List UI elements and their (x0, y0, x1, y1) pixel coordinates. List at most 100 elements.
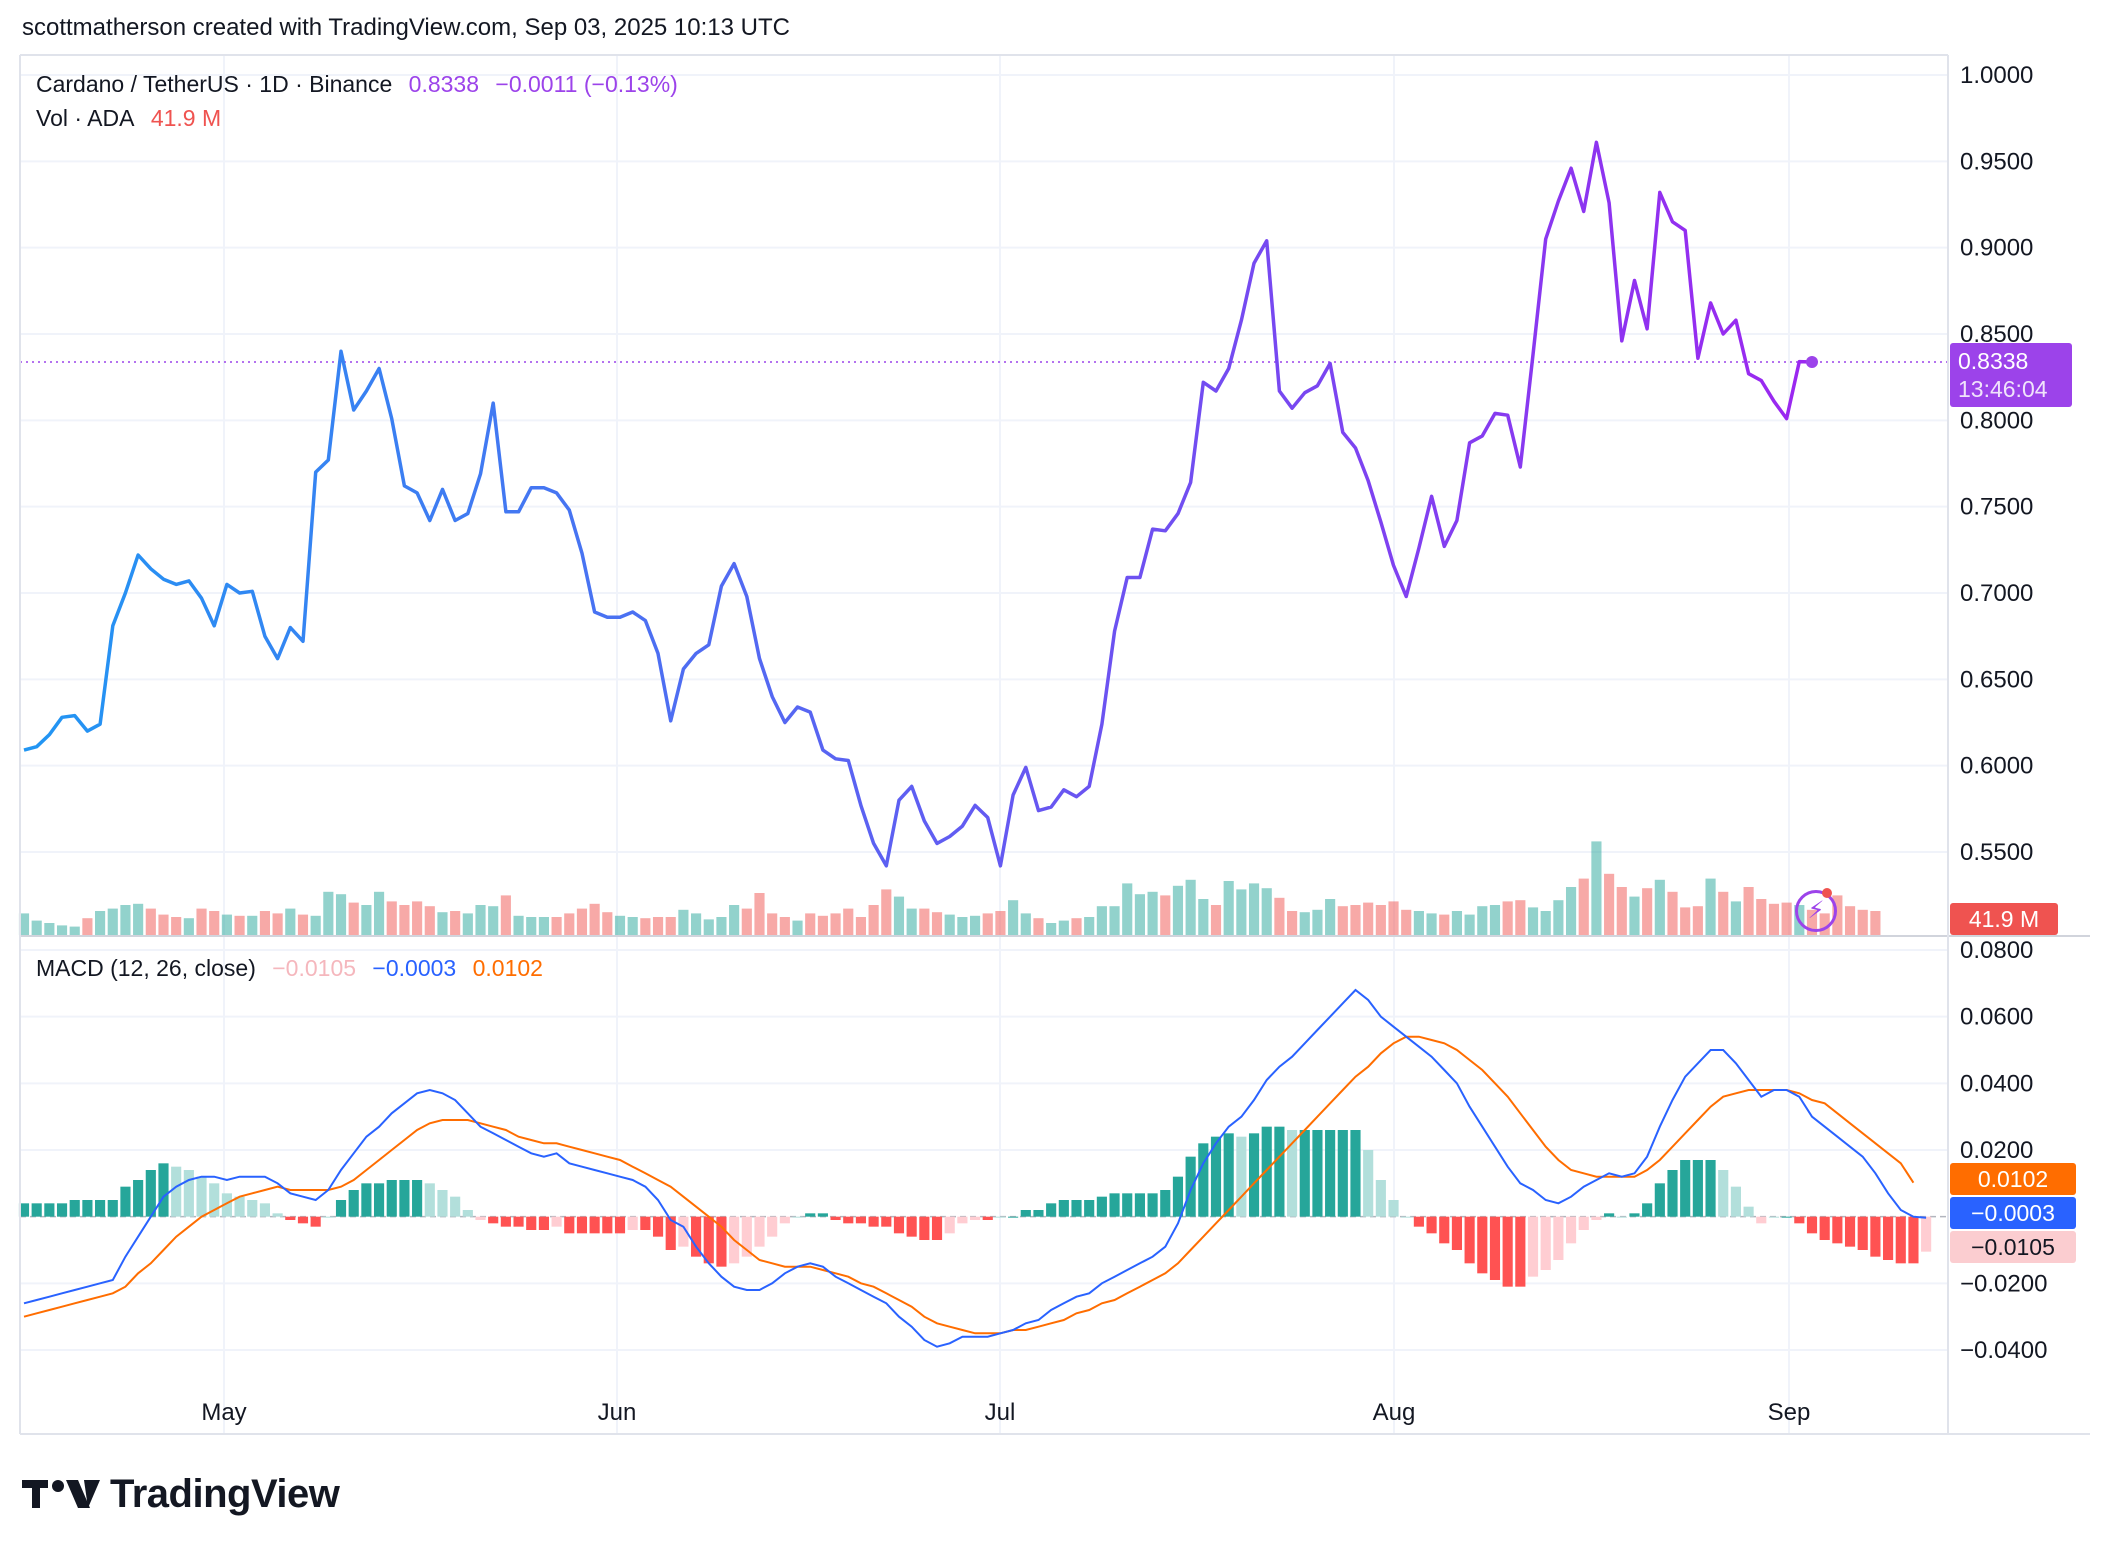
x-tick-label: Jun (598, 1399, 637, 1426)
volume-bar (335, 894, 347, 935)
macd-histogram-bar (1565, 1216, 1577, 1244)
macd-histogram-bar (95, 1200, 106, 1217)
volume-bar (1578, 878, 1589, 935)
volume-bar (1274, 897, 1285, 935)
macd-label[interactable]: MACD (12, 26, close) (36, 955, 256, 981)
macd-histogram-bar (1553, 1216, 1564, 1260)
volume-bar (1287, 911, 1298, 935)
x-tick-label: Jul (985, 1399, 1016, 1426)
volume-bar (1515, 900, 1526, 935)
volume-bar (931, 912, 943, 935)
macd-tick-label: −0.0200 (1960, 1270, 2047, 1297)
attribution-text: scottmatherson created with TradingView.… (22, 14, 790, 41)
volume-label[interactable]: Vol · ADA (36, 105, 135, 131)
volume-bar (171, 917, 182, 935)
price-tick-label: 0.7000 (1960, 580, 2033, 607)
macd-histogram-bar (107, 1200, 118, 1217)
macd-histogram-bar (1312, 1130, 1323, 1217)
volume-bar (1464, 914, 1475, 935)
volume-bar (576, 908, 588, 935)
macd-histogram-bar (335, 1200, 347, 1217)
volume-bar (234, 915, 245, 935)
macd-histogram-bar (855, 1216, 867, 1224)
macd-histogram-bar (373, 1183, 385, 1217)
volume-bar (513, 915, 524, 935)
volume-bar (259, 911, 271, 935)
macd-histogram-bar (640, 1216, 651, 1230)
macd-histogram-bar (881, 1216, 892, 1227)
volume-bar (221, 914, 232, 935)
macd-histogram-bar (297, 1216, 309, 1224)
volume-bar (1451, 911, 1463, 935)
macd-histogram-bar (1667, 1170, 1678, 1217)
volume-bar (475, 905, 486, 935)
macd-histogram-bar (678, 1216, 689, 1247)
macd-histogram-bar (310, 1216, 321, 1227)
volume-bar (56, 925, 68, 935)
macd-histogram-bar (1388, 1200, 1399, 1217)
x-tick-label: Aug (1373, 1399, 1416, 1426)
volume-bar (500, 895, 511, 935)
tradingview-brand: TradingView (110, 1471, 340, 1516)
x-tick-label: May (201, 1399, 246, 1426)
macd-histogram-bar (1375, 1180, 1386, 1217)
volume-bar (1502, 901, 1513, 935)
macd-histogram-bar (1515, 1216, 1526, 1287)
macd-histogram-bar (843, 1216, 854, 1224)
macd-histogram-bar (691, 1216, 702, 1257)
axis-ticks: May Jun Jul Aug Sep1.00000.95000.90000.85000… (201, 62, 2047, 1426)
tradingview-logo[interactable]: TradingView (22, 1470, 340, 1518)
signal-tag: 0.0102 (1950, 1163, 2076, 1195)
macd-histogram-bar (1350, 1130, 1361, 1217)
price-tick-label: 0.5500 (1960, 839, 2033, 866)
signal-line (23, 1035, 1915, 1335)
volume-bar (589, 903, 600, 935)
macd-histogram-bar (183, 1170, 194, 1217)
macd-histogram-bar (1413, 1216, 1424, 1227)
volume-bar (843, 908, 854, 935)
volume-bar (1122, 883, 1133, 935)
macd-histogram-bar (1261, 1126, 1272, 1217)
macd-histogram-bar (145, 1170, 156, 1217)
macd-histogram-bar (1451, 1216, 1463, 1250)
macd-histogram-bar (120, 1186, 131, 1217)
volume-bar (1134, 894, 1145, 935)
volume-bar (614, 915, 626, 935)
volume-bar (272, 913, 283, 935)
volume-bar (437, 912, 448, 935)
volume-bar (1210, 905, 1222, 935)
macd-histogram-bar (500, 1216, 511, 1227)
volume-bar (1299, 912, 1310, 935)
macd-histogram-bar (1540, 1216, 1551, 1270)
volume-bar (982, 913, 993, 935)
volume-bar (1248, 883, 1260, 935)
symbol-label[interactable]: Cardano / TetherUS · 1D · Binance (36, 71, 393, 97)
volume-bar (1008, 900, 1019, 935)
macd-histogram-bar (564, 1216, 575, 1234)
volume-bar (310, 915, 321, 935)
macd-tick-label: 0.0200 (1960, 1137, 2033, 1164)
macd-histogram-bar (1654, 1183, 1665, 1217)
volume-bar (1642, 888, 1653, 935)
price-line (20, 140, 1948, 868)
x-tick-label: Sep (1768, 1399, 1811, 1426)
volume-bar (729, 905, 740, 935)
macd-histogram-bar (665, 1216, 676, 1250)
macd-histogram-bar (133, 1180, 144, 1217)
macd-histogram-bar (285, 1216, 296, 1220)
macd-histogram-bar (589, 1216, 600, 1234)
macd-histogram-bar (1426, 1216, 1437, 1234)
macd-histogram-bar (868, 1216, 879, 1227)
countdown-value: 13:46:04 (1958, 376, 2048, 402)
macd-histogram-bar (1806, 1216, 1818, 1234)
volume-bar (1363, 902, 1374, 935)
macd-histogram-bar (1274, 1126, 1285, 1217)
volume-bar (868, 905, 879, 935)
volume-bar (1261, 888, 1272, 935)
macd-histogram-bar (69, 1200, 80, 1217)
volume-bar (1870, 911, 1881, 935)
lightning-icon[interactable]: ⚡ (1795, 890, 1837, 932)
volume-bar (1832, 895, 1843, 935)
volume-value: 41.9 M (150, 105, 222, 131)
